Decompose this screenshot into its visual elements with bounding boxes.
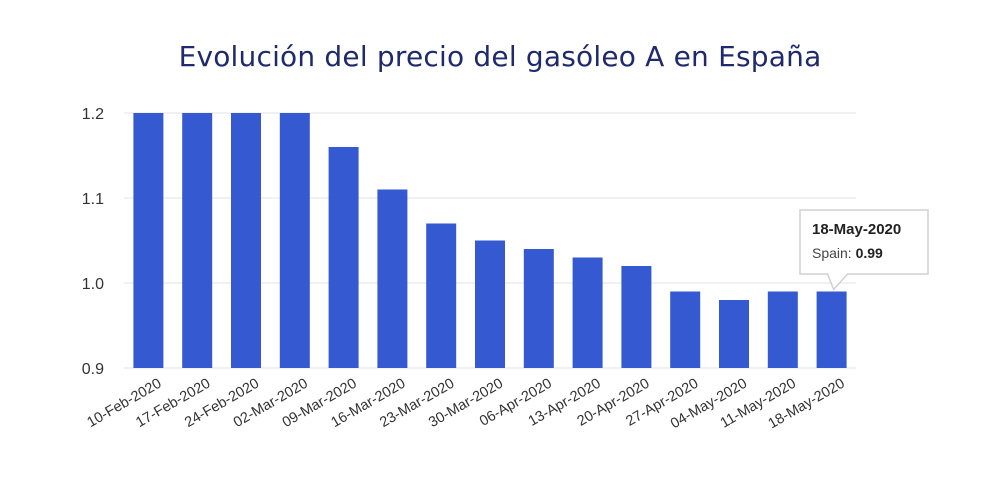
- bar[interactable]: [719, 300, 749, 368]
- bar[interactable]: [670, 291, 701, 369]
- tooltip-box: [799, 209, 929, 291]
- bar[interactable]: [523, 249, 554, 368]
- y-tick-label: 1.1: [82, 191, 104, 208]
- tooltip-series-label: Spain: 0.99: [812, 245, 883, 261]
- tooltip-date: 18-May-2020: [812, 221, 901, 238]
- y-tick-label: 1.2: [82, 106, 104, 123]
- y-tick-label: 0.9: [82, 361, 104, 378]
- tooltip-value: 0.99: [856, 245, 883, 261]
- bar[interactable]: [621, 266, 652, 368]
- bar[interactable]: [767, 291, 798, 369]
- x-axis-ticks: 10-Feb-202017-Feb-202024-Feb-202002-Mar-…: [84, 376, 847, 433]
- bar[interactable]: [231, 113, 261, 368]
- bar[interactable]: [182, 113, 213, 368]
- bar[interactable]: [279, 113, 310, 368]
- bar[interactable]: [426, 223, 457, 369]
- bar[interactable]: [572, 257, 603, 369]
- bar[interactable]: [377, 189, 408, 369]
- bar[interactable]: [133, 113, 164, 368]
- bar[interactable]: [328, 147, 359, 368]
- bar[interactable]: [475, 240, 505, 369]
- tooltip: 18-May-2020 Spain: 0.99: [799, 209, 929, 291]
- chart-title: Evolución del precio del gasóleo A en Es…: [178, 40, 822, 73]
- bars: [133, 113, 847, 369]
- y-tick-label: 1.0: [82, 276, 104, 293]
- y-axis-ticks: 0.9 1.0 1.1 1.2: [82, 106, 104, 378]
- bar[interactable]: [816, 291, 847, 369]
